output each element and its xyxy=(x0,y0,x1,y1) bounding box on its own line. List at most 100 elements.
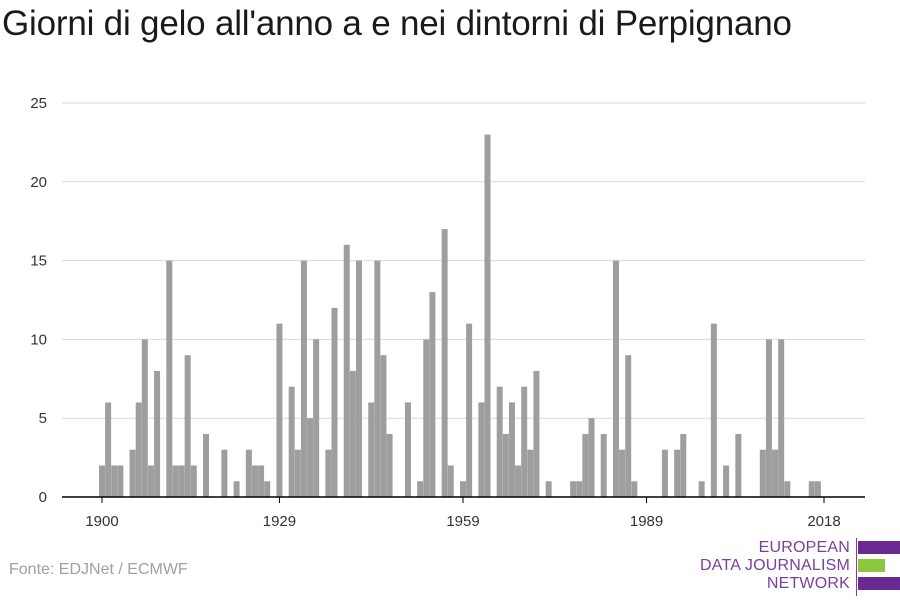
bar-1971 xyxy=(533,370,540,497)
bar-1908 xyxy=(147,465,154,497)
edjnet-logo: EUROPEAN DATA JOURNALISM NETWORK xyxy=(700,538,900,596)
bar-1941 xyxy=(349,370,356,497)
bar-1966 xyxy=(502,433,509,497)
bar-2000 xyxy=(710,323,717,497)
bar-1902 xyxy=(111,465,118,497)
bar-1929 xyxy=(276,323,283,497)
grid-lines xyxy=(62,102,865,419)
x-tick-label-1929: 1929 xyxy=(263,513,296,530)
bar-1956 xyxy=(441,229,448,497)
bar-1925 xyxy=(251,465,258,497)
bar-series xyxy=(99,134,821,497)
bar-1946 xyxy=(380,355,387,497)
bar-2008 xyxy=(759,449,766,497)
bar-1977 xyxy=(570,481,577,497)
bar-1938 xyxy=(331,307,338,497)
bar-1905 xyxy=(129,449,136,497)
bar-1994 xyxy=(674,449,681,497)
bar-1915 xyxy=(190,465,197,497)
bar-1907 xyxy=(141,339,148,497)
bar-2012 xyxy=(784,481,791,497)
bar-1900 xyxy=(99,465,105,497)
bar-2002 xyxy=(723,465,730,497)
bar-1950 xyxy=(404,402,411,497)
logo-bar-middle xyxy=(858,559,885,572)
y-tick-label-25: 25 xyxy=(30,95,47,112)
bar-1953 xyxy=(423,339,430,497)
bar-1965 xyxy=(496,386,503,497)
bar-1935 xyxy=(313,339,320,497)
bar-2017 xyxy=(814,481,821,497)
bar-1960 xyxy=(466,323,473,497)
x-tick-label-1989: 1989 xyxy=(630,513,663,530)
y-tick-label-15: 15 xyxy=(30,253,47,270)
bar-1954 xyxy=(429,292,436,497)
bar-1969 xyxy=(521,386,528,497)
bar-1903 xyxy=(117,465,124,497)
bar-1980 xyxy=(588,418,595,497)
bar-1926 xyxy=(258,465,265,497)
bar-1963 xyxy=(484,134,491,497)
bar-1933 xyxy=(300,260,307,497)
bar-1968 xyxy=(515,465,522,497)
logo-text-line1: EUROPEAN xyxy=(758,539,850,556)
bar-1962 xyxy=(478,402,485,497)
bar-1942 xyxy=(355,260,362,497)
bar-2016 xyxy=(808,481,815,497)
bar-1914 xyxy=(184,355,191,497)
y-tick-label-20: 20 xyxy=(30,174,47,191)
bar-1909 xyxy=(154,370,161,497)
bar-1932 xyxy=(294,449,301,497)
bar-1982 xyxy=(600,433,607,497)
bar-1917 xyxy=(203,433,210,497)
bar-1985 xyxy=(619,449,626,497)
x-tick-label-1959: 1959 xyxy=(446,513,479,530)
bar-1924 xyxy=(245,449,252,497)
bar-2009 xyxy=(765,339,772,497)
y-tick-label-5: 5 xyxy=(39,410,47,427)
bar-1957 xyxy=(447,465,454,497)
bar-1934 xyxy=(307,418,314,497)
bar-2004 xyxy=(735,433,742,497)
y-tick-label-0: 0 xyxy=(39,489,47,506)
bar-1995 xyxy=(680,433,687,497)
bar-1927 xyxy=(264,481,271,497)
logo-divider xyxy=(856,538,857,596)
bar-1947 xyxy=(386,433,393,497)
bar-1979 xyxy=(582,433,589,497)
bar-1940 xyxy=(343,244,350,497)
bar-1913 xyxy=(178,465,185,497)
bar-1906 xyxy=(135,402,142,497)
bar-1978 xyxy=(576,481,583,497)
bar-1952 xyxy=(417,481,424,497)
source-note: Fonte: EDJNet / ECMWF xyxy=(9,561,188,578)
bar-1922 xyxy=(233,481,240,497)
logo-text-line3: NETWORK xyxy=(766,575,850,592)
bar-1984 xyxy=(612,260,619,497)
bar-1970 xyxy=(527,449,534,497)
logo-bar-bottom xyxy=(858,577,900,590)
chart-title: Giorni di gelo all'anno a e nei dintorni… xyxy=(2,4,792,43)
bar-1987 xyxy=(631,481,638,497)
bar-1986 xyxy=(625,355,632,497)
x-tick-label-1900: 1900 xyxy=(85,513,118,530)
y-axis-ticks: 0 5 10 15 20 25 xyxy=(30,95,47,506)
bar-2011 xyxy=(778,339,785,497)
x-tick-label-2018: 2018 xyxy=(807,513,840,530)
bar-1998 xyxy=(698,481,705,497)
bar-1945 xyxy=(374,260,381,497)
logo-bar-top xyxy=(858,541,900,554)
bar-1967 xyxy=(508,402,515,497)
bar-1931 xyxy=(288,386,295,497)
bar-1901 xyxy=(105,402,112,497)
logo-text-line2: DATA JOURNALISM xyxy=(700,557,850,574)
y-tick-label-10: 10 xyxy=(30,331,47,348)
x-axis-ticks: 1900 1929 1959 1989 2018 xyxy=(85,497,841,530)
bar-1920 xyxy=(221,449,228,497)
bar-1992 xyxy=(661,449,668,497)
bar-1959 xyxy=(460,481,466,497)
bar-1937 xyxy=(325,449,332,497)
bar-2010 xyxy=(772,449,779,497)
bar-1911 xyxy=(166,260,173,497)
